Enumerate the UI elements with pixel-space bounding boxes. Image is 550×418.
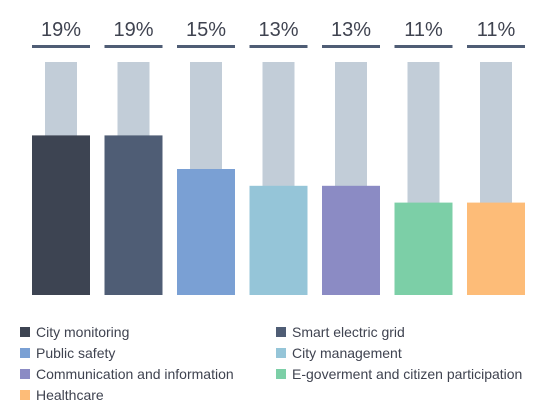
legend-label: Smart electric grid (292, 324, 405, 340)
label-rule (177, 45, 235, 48)
label-rule (394, 45, 453, 48)
legend-label: Healthcare (36, 387, 104, 403)
legend-label: City monitoring (36, 324, 130, 340)
bar (32, 135, 90, 295)
legend-item: Smart electric grid (276, 324, 545, 340)
label-rule (32, 45, 90, 48)
data-label: 15% (186, 19, 226, 41)
bar (322, 185, 380, 295)
legend-item: Communication and information (20, 366, 276, 382)
bar (104, 135, 163, 295)
legend-item: Public safety (20, 345, 276, 361)
data-label: 13% (331, 19, 371, 41)
label-rule (322, 45, 380, 48)
legend-swatch (20, 390, 30, 400)
data-label: 19% (41, 19, 81, 41)
bar (394, 202, 453, 295)
legend-label: E-goverment and citizen participation (292, 366, 523, 382)
legend-swatch (20, 348, 30, 358)
legend-swatch (276, 369, 286, 379)
label-rule (104, 45, 163, 48)
legend-swatch (276, 327, 286, 337)
legend-label: Communication and information (36, 366, 234, 382)
legend-swatch (20, 369, 30, 379)
bar (467, 202, 525, 295)
legend-item: Healthcare (20, 387, 276, 403)
legend-swatch (276, 348, 286, 358)
bar (249, 185, 308, 295)
legend-item: City monitoring (20, 324, 276, 340)
legend-item: City management (276, 345, 545, 361)
legend-swatch (20, 327, 30, 337)
bar (177, 169, 235, 295)
label-rule (249, 45, 308, 48)
legend-label: Public safety (36, 345, 116, 361)
legend-item: E-goverment and citizen participation (276, 366, 545, 382)
legend-label: City management (292, 345, 402, 361)
data-label: 13% (258, 19, 298, 41)
label-rule (467, 45, 525, 48)
legend: City monitoring Smart electric grid Public… (20, 324, 545, 403)
data-label: 11% (404, 19, 443, 41)
data-label: 11% (477, 19, 516, 41)
data-label: 19% (113, 19, 153, 41)
